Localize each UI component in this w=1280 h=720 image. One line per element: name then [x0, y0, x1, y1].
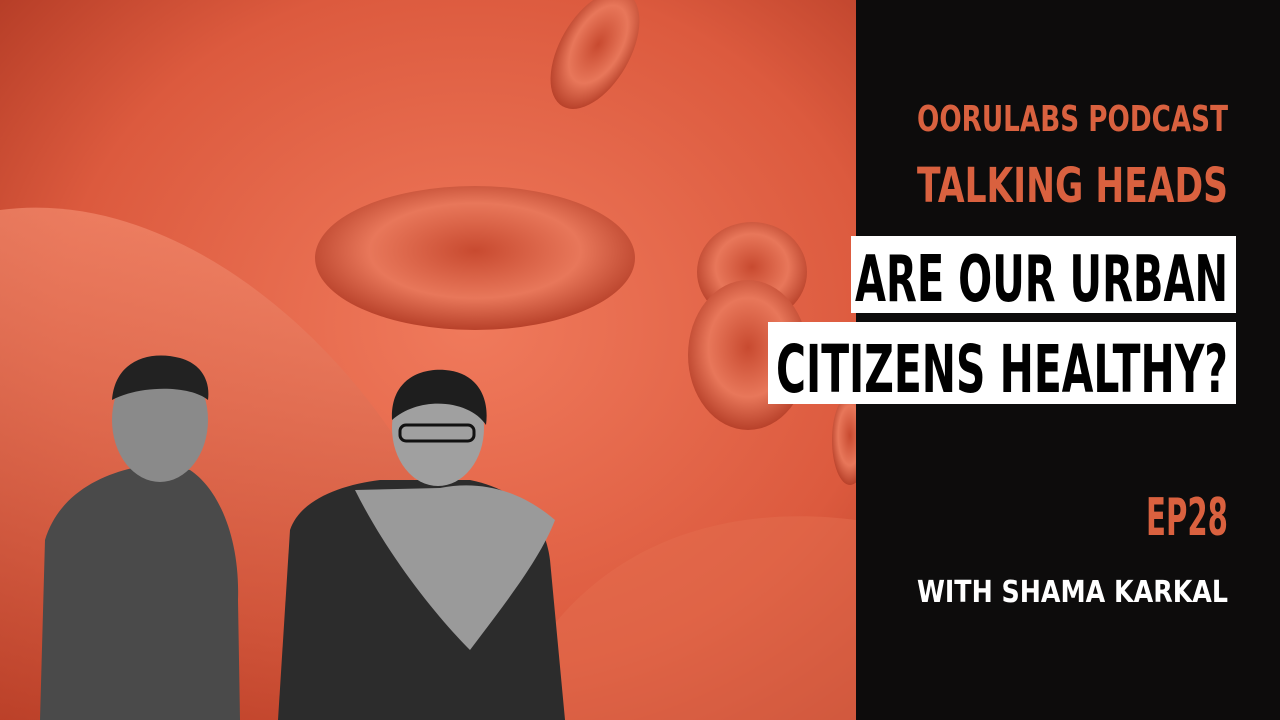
- person-right: [278, 369, 565, 720]
- headline-line: ARE OUR URBAN: [855, 243, 1228, 317]
- episode-number: EP28: [1146, 488, 1228, 548]
- series-name: TALKING HEADS: [917, 158, 1228, 214]
- tissue-fold: [500, 516, 856, 720]
- headline-line: CITIZENS HEALTHY?: [776, 331, 1228, 408]
- person-left: [40, 355, 240, 720]
- headline-box: [768, 322, 1236, 404]
- show-name: OORULABS PODCAST: [917, 99, 1228, 140]
- blood-cell: [315, 186, 635, 330]
- headline-box: [851, 236, 1236, 313]
- guest-name: WITH SHAMA KARKAL: [917, 575, 1228, 610]
- blood-cell: [550, 0, 640, 109]
